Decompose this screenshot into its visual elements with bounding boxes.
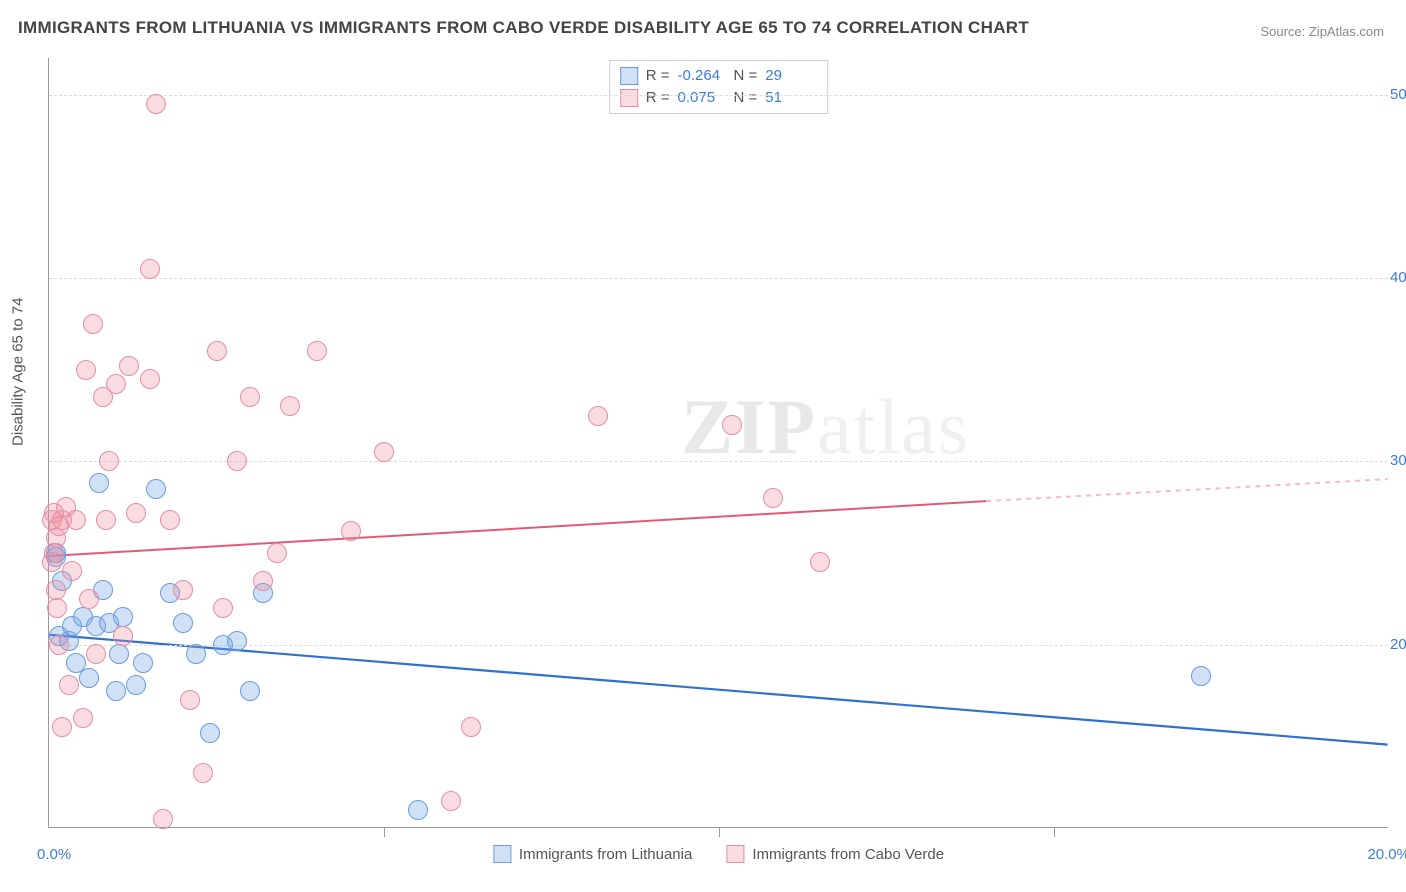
data-point-lithuania	[186, 644, 206, 664]
data-point-caboverde	[140, 259, 160, 279]
data-point-caboverde	[160, 510, 180, 530]
data-point-caboverde	[193, 763, 213, 783]
data-point-caboverde	[83, 314, 103, 334]
data-point-lithuania	[133, 653, 153, 673]
data-point-caboverde	[47, 598, 67, 618]
source-attribution: Source: ZipAtlas.com	[1260, 24, 1384, 39]
data-point-caboverde	[140, 369, 160, 389]
gridline	[49, 645, 1388, 646]
data-point-lithuania	[408, 800, 428, 820]
data-point-lithuania	[109, 644, 129, 664]
data-point-caboverde	[240, 387, 260, 407]
legend-item-caboverde: Immigrants from Cabo Verde	[726, 845, 944, 863]
data-point-caboverde	[461, 717, 481, 737]
data-point-caboverde	[207, 341, 227, 361]
data-point-caboverde	[62, 561, 82, 581]
data-point-caboverde	[66, 510, 86, 530]
data-point-caboverde	[374, 442, 394, 462]
data-point-caboverde	[146, 94, 166, 114]
stats-row-caboverde: R =0.075N =51	[620, 87, 814, 109]
data-point-caboverde	[153, 809, 173, 829]
data-point-caboverde	[106, 374, 126, 394]
data-point-lithuania	[240, 681, 260, 701]
data-point-lithuania	[113, 607, 133, 627]
data-point-caboverde	[126, 503, 146, 523]
data-point-caboverde	[46, 580, 66, 600]
y-axis-label: Disability Age 65 to 74	[10, 298, 27, 446]
data-point-lithuania	[146, 479, 166, 499]
data-point-caboverde	[441, 791, 461, 811]
data-point-caboverde	[79, 589, 99, 609]
gridline	[49, 278, 1388, 279]
stats-row-lithuania: R =-0.264N =29	[620, 65, 814, 87]
data-point-caboverde	[119, 356, 139, 376]
data-point-caboverde	[59, 675, 79, 695]
data-point-caboverde	[341, 521, 361, 541]
correlation-stats-box: R =-0.264N =29R =0.075N =51	[609, 60, 829, 114]
data-point-caboverde	[763, 488, 783, 508]
data-point-caboverde	[76, 360, 96, 380]
data-point-caboverde	[86, 644, 106, 664]
data-point-caboverde	[96, 510, 116, 530]
y-axis-tick-label: 40.0%	[1390, 269, 1406, 286]
y-axis-tick-label: 50.0%	[1390, 86, 1406, 103]
data-point-lithuania	[79, 668, 99, 688]
data-point-lithuania	[227, 631, 247, 651]
data-point-caboverde	[213, 598, 233, 618]
data-point-lithuania	[1191, 666, 1211, 686]
data-point-lithuania	[173, 613, 193, 633]
x-axis-tick	[384, 827, 385, 837]
x-axis-end-label: 20.0%	[1367, 846, 1406, 863]
data-point-caboverde	[173, 580, 193, 600]
legend: Immigrants from Lithuania Immigrants from…	[493, 845, 944, 863]
x-axis-origin-label: 0.0%	[37, 846, 71, 863]
data-point-caboverde	[722, 415, 742, 435]
y-axis-tick-label: 30.0%	[1390, 452, 1406, 469]
y-axis-tick-label: 20.0%	[1390, 636, 1406, 653]
regression-lines	[49, 58, 1388, 827]
legend-item-lithuania: Immigrants from Lithuania	[493, 845, 692, 863]
data-point-lithuania	[106, 681, 126, 701]
data-point-caboverde	[113, 626, 133, 646]
data-point-caboverde	[307, 341, 327, 361]
data-point-lithuania	[200, 723, 220, 743]
data-point-caboverde	[180, 690, 200, 710]
data-point-caboverde	[73, 708, 93, 728]
data-point-caboverde	[227, 451, 247, 471]
x-axis-tick	[719, 827, 720, 837]
data-point-lithuania	[126, 675, 146, 695]
x-axis-tick	[1054, 827, 1055, 837]
chart-title: IMMIGRANTS FROM LITHUANIA VS IMMIGRANTS …	[18, 18, 1029, 38]
data-point-caboverde	[52, 717, 72, 737]
gridline	[49, 95, 1388, 96]
data-point-caboverde	[49, 635, 69, 655]
gridline	[49, 461, 1388, 462]
data-point-caboverde	[253, 571, 273, 591]
data-point-lithuania	[89, 473, 109, 493]
data-point-caboverde	[99, 451, 119, 471]
data-point-caboverde	[588, 406, 608, 426]
chart-plot-area: ZIPatlas R =-0.264N =29R =0.075N =51 Imm…	[48, 58, 1388, 828]
data-point-caboverde	[267, 543, 287, 563]
data-point-caboverde	[810, 552, 830, 572]
data-point-caboverde	[280, 396, 300, 416]
